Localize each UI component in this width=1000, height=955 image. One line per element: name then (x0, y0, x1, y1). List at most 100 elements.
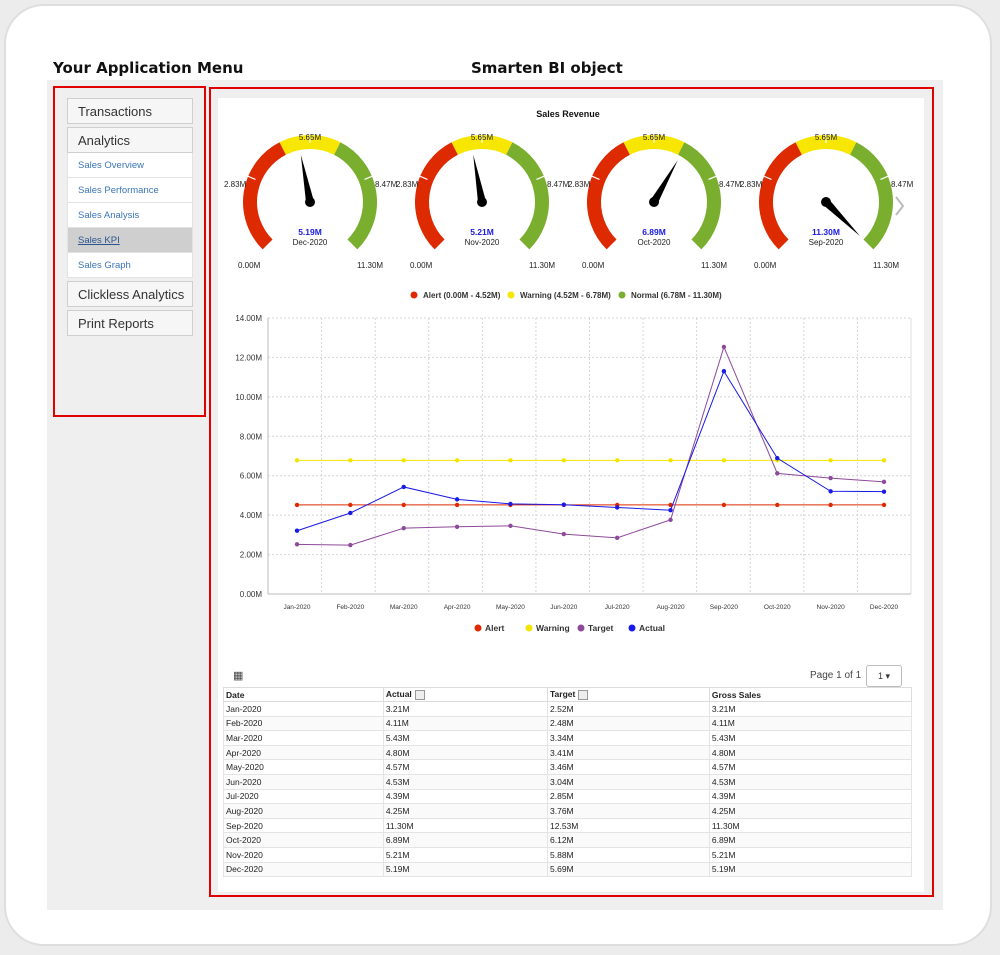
page-select[interactable]: 1 ▾ (866, 665, 902, 687)
gauge-tick (364, 175, 373, 180)
table-cell: Nov-2020 (223, 846, 384, 863)
data-point[interactable] (614, 458, 620, 463)
table-cell: 3.04M (547, 773, 710, 790)
data-point[interactable] (348, 502, 353, 508)
data-point[interactable] (614, 505, 620, 510)
data-point[interactable] (775, 455, 780, 461)
gauge-scale-mid: 5.65M (643, 133, 666, 142)
table-row: Jan-2020 3.21M 2.52M 3.21M (223, 701, 913, 717)
data-point[interactable] (828, 489, 833, 494)
data-point[interactable] (401, 484, 406, 490)
data-point[interactable] (668, 508, 673, 513)
col-target-header[interactable]: Target (547, 687, 710, 702)
table-row: Mar-2020 5.43M 3.34M 5.43M (223, 730, 913, 746)
gauge-legend-item[interactable]: Normal (6.78M - 11.30M) (631, 291, 722, 300)
data-point[interactable] (828, 502, 833, 508)
data-point[interactable] (881, 489, 887, 494)
gauge-needle-hub (649, 197, 659, 207)
data-point[interactable] (668, 517, 673, 523)
chart-legend-item[interactable]: Alert (485, 623, 505, 633)
table-cell: Apr-2020 (223, 744, 384, 761)
menu-section-transactions[interactable]: Transactions (67, 98, 193, 124)
menu-item-sales-performance[interactable]: Sales Performance (67, 178, 193, 203)
menu-item-sales-analysis[interactable]: Sales Analysis (67, 203, 193, 228)
gauge-legend-item[interactable]: Warning (4.52M - 6.78M) (520, 291, 611, 300)
table-cell: 2.48M (547, 715, 710, 732)
data-point[interactable] (668, 458, 673, 463)
data-point[interactable] (721, 369, 727, 374)
gauge-needle (473, 154, 486, 203)
series-line-actual (296, 370, 885, 532)
data-point[interactable] (348, 510, 353, 516)
table-cell: 5.69M (547, 861, 710, 878)
data-point[interactable] (828, 475, 833, 481)
data-point[interactable] (721, 458, 727, 463)
chart-legend-marker (525, 624, 533, 632)
table-cell: May-2020 (223, 759, 384, 775)
data-point[interactable] (561, 502, 567, 507)
data-point[interactable] (294, 542, 300, 547)
next-arrow-icon[interactable] (895, 196, 905, 216)
gauge-needle-hub (305, 197, 315, 207)
data-point[interactable] (775, 471, 780, 476)
menu-item-sales-kpi[interactable]: Sales KPI (67, 228, 193, 253)
chart-legend-item[interactable]: Actual (639, 623, 665, 633)
data-point[interactable] (294, 458, 300, 463)
data-point[interactable] (881, 479, 887, 485)
table-cell: 4.57M (708, 759, 913, 775)
data-point[interactable] (401, 502, 406, 508)
data-point[interactable] (881, 502, 887, 508)
gauge-value: 11.30M (812, 227, 840, 237)
table-cell: 5.43M (708, 730, 913, 746)
data-point[interactable] (401, 525, 406, 531)
data-point[interactable] (721, 502, 727, 508)
data-point[interactable] (348, 542, 353, 548)
col-gross-sales-header[interactable]: Gross Sales (708, 687, 913, 702)
menu-section-print-reports[interactable]: Print Reports (67, 310, 193, 336)
data-point[interactable] (508, 523, 513, 528)
data-point[interactable] (508, 458, 513, 463)
chart-legend-item[interactable]: Warning (536, 623, 570, 633)
menu-item-sales-graph[interactable]: Sales Graph (67, 253, 193, 278)
col-date-header[interactable]: Date (223, 687, 384, 702)
grid-icon[interactable]: ▦ (233, 670, 244, 682)
data-point[interactable] (508, 501, 513, 507)
data-point[interactable] (561, 531, 567, 537)
data-point[interactable] (454, 502, 460, 508)
gauge-legend-item[interactable]: Alert (0.00M - 4.52M) (423, 291, 501, 300)
filter-icon[interactable] (414, 689, 425, 700)
gauge-needle-hub (821, 197, 831, 207)
data-point[interactable] (294, 502, 300, 508)
table-cell: 5.19M (708, 861, 913, 878)
menu-section-clickless-analytics[interactable]: Clickless Analytics (67, 281, 193, 307)
gauge-scale-min: 0.00M (754, 261, 777, 270)
data-point[interactable] (454, 458, 460, 463)
gauge-scale-min: 0.00M (582, 261, 605, 270)
data-point[interactable] (454, 497, 460, 502)
series-warning (294, 458, 887, 463)
data-point[interactable] (721, 344, 727, 350)
table-cell: Jul-2020 (223, 788, 384, 805)
data-point[interactable] (561, 458, 567, 463)
table-row: Jun-2020 4.53M 3.04M 4.53M (223, 773, 913, 790)
data-point[interactable] (775, 502, 780, 508)
data-point[interactable] (614, 535, 620, 541)
menu-section-analytics[interactable]: Analytics (67, 127, 193, 153)
y-tick-label: 10.00M (235, 393, 262, 402)
data-point[interactable] (401, 458, 406, 463)
data-point[interactable] (828, 458, 833, 463)
col-actual-header[interactable]: Actual (382, 687, 549, 702)
filter-icon[interactable] (578, 689, 589, 700)
data-point[interactable] (881, 458, 887, 463)
data-point[interactable] (294, 528, 300, 533)
x-tick-label: Apr-2020 (444, 604, 471, 611)
data-point[interactable] (348, 458, 353, 463)
series-line-target (296, 345, 885, 546)
table-cell: 4.25M (708, 803, 913, 819)
table-cell: 3.34M (547, 730, 710, 746)
data-point[interactable] (454, 524, 460, 529)
chart-legend-item[interactable]: Target (588, 623, 614, 633)
chart-legend-marker (474, 624, 482, 632)
menu-item-sales-overview[interactable]: Sales Overview (67, 153, 193, 178)
